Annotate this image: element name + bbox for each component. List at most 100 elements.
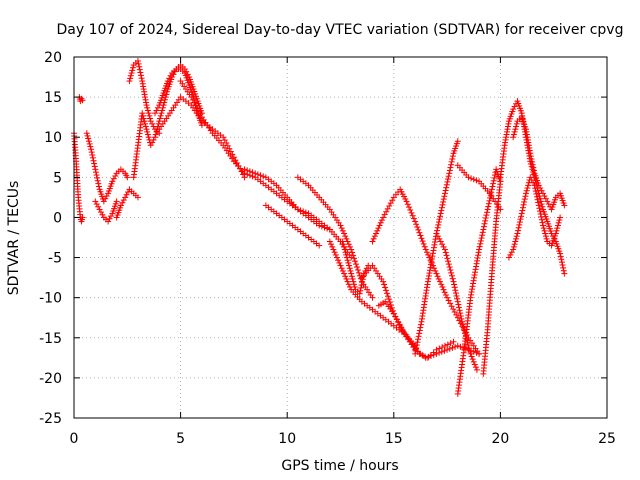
- data-point: [145, 134, 152, 141]
- data-point: [351, 255, 358, 262]
- data-point: [381, 281, 388, 288]
- series-arc-20: [454, 166, 504, 397]
- data-point: [373, 230, 380, 237]
- data-point: [539, 219, 546, 226]
- data-point: [407, 206, 414, 213]
- y-tick-label: -25: [39, 411, 62, 427]
- data-point: [144, 107, 151, 114]
- data-point: [433, 230, 440, 237]
- data-point: [161, 96, 168, 103]
- series-arc-02: [76, 94, 86, 105]
- data-point: [396, 321, 403, 328]
- data-point: [559, 262, 566, 269]
- series-arc-12: [262, 202, 323, 249]
- data-point: [512, 126, 519, 133]
- data-point: [537, 198, 544, 205]
- data-point: [483, 209, 490, 216]
- data-point: [106, 215, 113, 222]
- data-point: [446, 264, 453, 271]
- x-tick-label: 20: [491, 431, 509, 447]
- data-point: [477, 237, 484, 244]
- data-point: [479, 229, 486, 236]
- data-point: [532, 188, 539, 195]
- data-point: [381, 211, 388, 218]
- series-arc-13: [294, 174, 376, 301]
- data-point: [124, 174, 131, 181]
- data-point: [143, 102, 150, 109]
- data-point: [428, 258, 435, 265]
- series-arc-26: [510, 114, 568, 213]
- data-point: [461, 327, 468, 334]
- data-point: [351, 281, 358, 288]
- series-arc-25: [505, 174, 564, 261]
- data-point: [354, 266, 361, 273]
- data-point: [545, 201, 552, 208]
- data-point: [383, 287, 390, 294]
- data-point: [252, 170, 259, 177]
- data-point: [102, 195, 109, 202]
- data-point: [522, 193, 529, 200]
- x-tick-label: 0: [70, 431, 79, 447]
- data-point: [441, 246, 448, 253]
- y-tick-label: 5: [53, 170, 62, 186]
- data-point: [516, 221, 523, 228]
- data-point: [125, 189, 132, 196]
- data-point: [136, 66, 143, 73]
- data-point: [138, 75, 145, 82]
- data-point: [476, 350, 483, 357]
- data-point: [513, 120, 520, 127]
- data-point: [505, 254, 512, 261]
- data-point: [471, 361, 478, 368]
- data-point: [139, 112, 146, 119]
- data-point: [350, 252, 357, 259]
- data-point: [452, 290, 459, 297]
- data-point: [467, 294, 474, 301]
- data-point: [95, 203, 102, 210]
- data-point: [382, 284, 389, 291]
- data-point: [477, 240, 484, 247]
- data-point: [341, 246, 348, 253]
- data-point: [346, 243, 353, 250]
- data-point: [447, 340, 454, 347]
- data-point: [491, 174, 498, 181]
- data-point: [488, 186, 495, 193]
- data-point: [519, 207, 526, 214]
- data-point: [424, 354, 431, 361]
- data-point: [336, 259, 343, 266]
- data-point: [112, 172, 119, 179]
- data-point: [420, 240, 427, 247]
- data-point: [389, 197, 396, 204]
- data-point: [541, 227, 548, 234]
- data-point: [153, 107, 160, 114]
- data-point: [537, 195, 544, 202]
- data-points-layer: [71, 58, 568, 397]
- data-point: [409, 212, 416, 219]
- data-point: [431, 265, 438, 272]
- data-point: [470, 280, 477, 287]
- data-point: [134, 194, 141, 201]
- data-point: [138, 72, 145, 79]
- data-point: [469, 286, 476, 293]
- data-point: [395, 318, 402, 325]
- y-tick-label: -15: [39, 331, 62, 347]
- data-point: [344, 257, 351, 264]
- data-point: [406, 204, 413, 211]
- data-point: [321, 224, 328, 231]
- data-point: [455, 301, 462, 308]
- data-point: [413, 342, 420, 349]
- data-point: [511, 241, 518, 248]
- data-point: [339, 227, 346, 234]
- data-point: [472, 269, 479, 276]
- data-point: [416, 229, 423, 236]
- data-point: [443, 181, 450, 188]
- data-point: [513, 235, 520, 242]
- data-point: [338, 225, 345, 232]
- data-point: [527, 153, 534, 160]
- data-point: [448, 269, 455, 276]
- data-point: [459, 318, 466, 325]
- data-point: [345, 241, 352, 248]
- data-point: [459, 321, 466, 328]
- data-point: [435, 275, 442, 282]
- data-point: [485, 203, 492, 210]
- data-point: [475, 249, 482, 256]
